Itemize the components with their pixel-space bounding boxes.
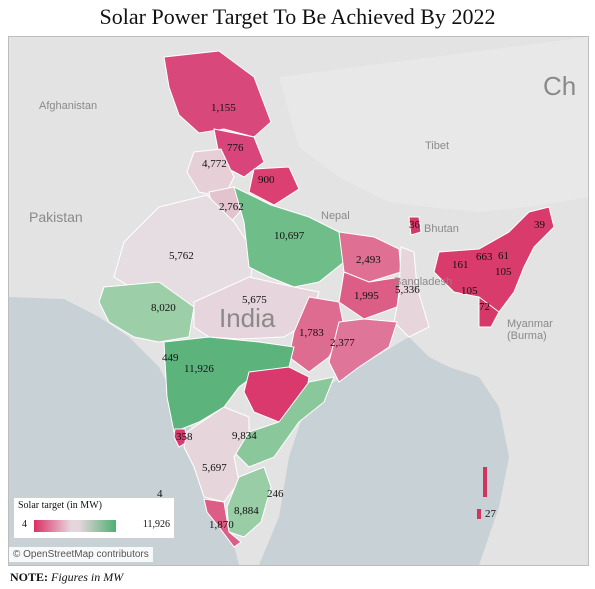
country-label-bangladesh: Bangladesh [394,276,452,288]
region-goa[interactable] [173,428,188,448]
country-label-bhutan: Bhutan [424,223,459,235]
value-label-haryana: 2,762 [219,201,244,213]
footnote-label: NOTE: [10,570,49,584]
value-label-andaman-nicobar: 27 [485,508,497,520]
region-odisha[interactable] [328,318,398,383]
map-attribution[interactable]: © OpenStreetMap contributors [9,547,153,562]
india-map[interactable]: Afghanistan Pakistan Tibet Nepal Bhutan … [9,37,588,565]
region-kerala[interactable] [203,498,242,548]
region-north-east[interactable] [433,206,555,329]
value-label-himachal: 776 [227,142,244,154]
value-label-sikkim: 36 [409,219,421,231]
value-label-tripura: 105 [461,285,478,297]
country-label-tibet: Tibet [425,140,449,152]
region-andaman-nicobar[interactable] [477,467,487,519]
country-label-india: India [219,303,276,333]
country-label-burma: (Burma) [507,330,547,342]
map-title: Solar Power Target To Be Achieved By 202… [99,4,496,29]
country-label-china: Ch [543,71,576,101]
value-label-meghalaya: 161 [452,259,469,271]
country-label-afghanistan: Afghanistan [39,100,97,112]
value-label-west-bengal: 5,336 [395,284,420,296]
region-west-bengal[interactable] [393,246,430,338]
legend-min: 4 [22,519,27,530]
value-label-kerala: 1,870 [209,519,234,531]
value-label-mizoram: 72 [479,301,490,313]
legend-color-scale [34,520,116,532]
legend: Solar target (in MW) 4 11,926 [13,497,175,539]
value-label-odisha: 2,377 [330,337,355,349]
region-mizoram[interactable] [478,296,500,328]
value-label-andhra-pradesh: 9,834 [232,430,257,442]
value-label-rajasthan: 5,762 [169,250,194,262]
value-label-madhya-pradesh: 5,675 [242,294,267,306]
value-label-nagaland: 61 [498,250,509,262]
region-tamil-nadu[interactable] [226,466,272,538]
legend-title: Solar target (in MW) [18,500,102,511]
country-label-nepal: Nepal [321,210,350,222]
region-uttarakhand[interactable] [248,166,300,206]
region-chhattisgarh[interactable] [288,296,345,373]
value-label-manipur: 105 [495,266,512,278]
footnote: NOTE: Figures in MW [10,570,123,585]
country-label-pakistan: Pakistan [29,209,83,225]
value-label-karnataka: 5,697 [202,462,227,474]
value-label-arunachal: 39 [534,219,546,231]
value-label-bihar: 2,493 [356,254,381,266]
value-label-puducherry: 246 [267,488,284,500]
value-label-goa: 358 [176,431,193,443]
value-label-assam: 663 [476,251,493,263]
value-label-tamil-nadu: 8,884 [234,505,259,517]
region-uttar-pradesh[interactable] [233,186,345,288]
country-label-myanmar: Myanmar [507,318,553,330]
value-label-jammu-kashmir: 1,155 [211,102,236,114]
map-frame[interactable]: Afghanistan Pakistan Tibet Nepal Bhutan … [8,36,589,566]
value-label-maharashtra: 11,926 [184,363,214,375]
legend-max: 11,926 [142,519,170,530]
footnote-text: Figures in MW [51,570,124,584]
region-jammu-kashmir[interactable] [163,50,272,138]
value-label-jharkhand: 1,995 [354,290,379,302]
value-label-daman-diu: 449 [162,352,179,364]
value-label-uttarakhand: 900 [258,174,275,186]
tibet-region [279,37,588,212]
value-label-lakshadweep: 4 [157,488,163,500]
region-sikkim[interactable] [408,216,422,236]
region-gujarat[interactable] [98,281,195,343]
value-label-gujarat: 8,020 [151,302,176,314]
value-label-punjab: 4,772 [202,158,227,170]
value-label-uttar-pradesh: 10,697 [274,230,305,242]
value-label-chhattisgarh: 1,783 [299,327,324,339]
